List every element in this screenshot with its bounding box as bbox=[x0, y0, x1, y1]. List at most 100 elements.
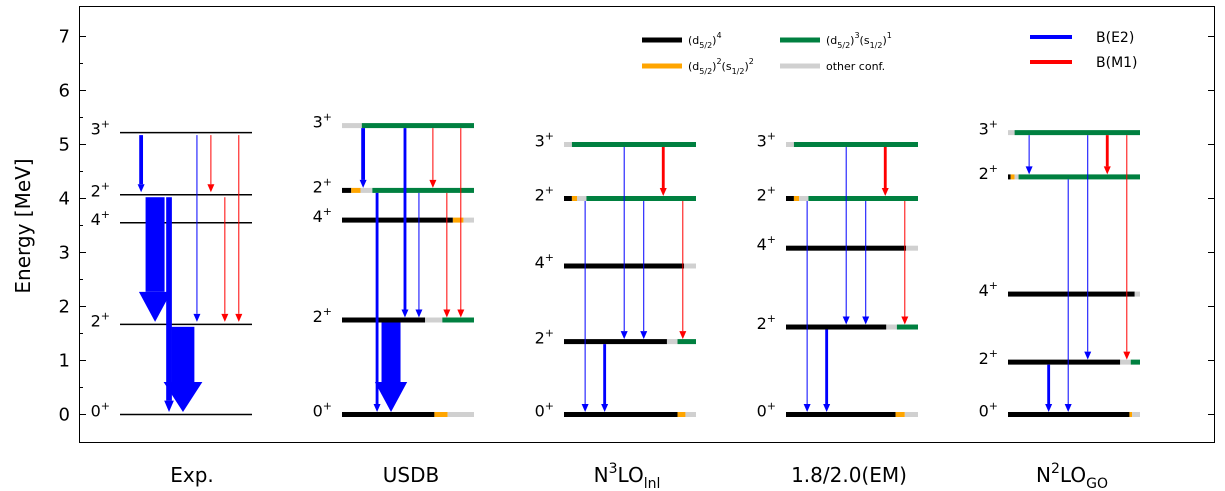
level-4: 4+ bbox=[979, 279, 1140, 300]
transition-E2-shaft bbox=[166, 197, 172, 401]
state-label: 0+ bbox=[313, 400, 332, 421]
level-segment-d2s2 bbox=[452, 217, 464, 223]
level-segment-d3s1 bbox=[896, 324, 918, 330]
level-segment-other bbox=[906, 245, 918, 251]
transition-E2-shaft bbox=[1067, 179, 1069, 404]
level-segment-d2s2 bbox=[1129, 412, 1133, 417]
level-segment-other bbox=[666, 339, 678, 345]
level-segment-d3s1 bbox=[793, 142, 918, 147]
legend-item-M1: B(M1) bbox=[1030, 55, 1138, 71]
level-3: 3+ bbox=[757, 130, 918, 151]
transition-E2-head bbox=[581, 404, 589, 412]
level-3: 3+ bbox=[313, 111, 474, 132]
legend-item-other: other conf. bbox=[780, 60, 885, 73]
level-segment-other bbox=[342, 123, 362, 129]
column-3: 0+ 2+ 4+ 2+ 3+ bbox=[757, 130, 918, 421]
column-label: N3LOlnl bbox=[594, 461, 661, 491]
level-2b: 2+ bbox=[757, 184, 918, 205]
transition-E2-head bbox=[823, 404, 831, 412]
level-segment-d4 bbox=[786, 412, 896, 417]
state-label: 4+ bbox=[91, 208, 110, 229]
transition-E2-shaft bbox=[361, 128, 366, 180]
level-2b: 2+ bbox=[979, 162, 1140, 183]
legend-swatch bbox=[780, 63, 820, 69]
level-segment-other bbox=[564, 142, 572, 147]
state-label: 3+ bbox=[757, 130, 776, 151]
transition-E2-head bbox=[359, 179, 367, 188]
transitions bbox=[581, 147, 687, 412]
level-2a: 2+ bbox=[979, 347, 1140, 368]
state-label: 2+ bbox=[91, 180, 110, 201]
level-segment-other bbox=[685, 412, 696, 417]
state-label: 0+ bbox=[91, 400, 110, 421]
state-label: 4+ bbox=[535, 251, 554, 272]
y-tick-label: 0 bbox=[59, 405, 70, 426]
level-4: 4+ bbox=[313, 205, 474, 226]
transition-M1-head bbox=[679, 331, 687, 340]
level-segment-d4 bbox=[786, 324, 887, 330]
level-segment-d3s1 bbox=[586, 196, 696, 201]
transition-E2-shaft bbox=[139, 135, 144, 185]
legend-swatch bbox=[1030, 60, 1072, 64]
transition-M1-shaft bbox=[432, 128, 434, 180]
transition-E2-head bbox=[401, 309, 409, 318]
transition-E2-shaft bbox=[865, 201, 867, 317]
level-segment-d4 bbox=[342, 412, 435, 417]
transition-M1-shaft bbox=[446, 192, 448, 310]
level-segment-d4 bbox=[342, 217, 453, 223]
transition-M1-head bbox=[457, 309, 465, 318]
transitions bbox=[803, 147, 909, 412]
transition-M1-shaft bbox=[904, 201, 906, 317]
state-label: 2+ bbox=[91, 309, 110, 330]
transition-E2-head bbox=[1084, 351, 1092, 360]
level-2a: 2+ bbox=[757, 312, 918, 333]
transition-M1-head bbox=[659, 188, 667, 196]
transition-E2-head bbox=[163, 382, 203, 412]
level-segment-other bbox=[684, 263, 696, 269]
column-label: Exp. bbox=[170, 463, 214, 487]
level-segment-d4 bbox=[1008, 412, 1130, 417]
y-tick-label: 2 bbox=[59, 297, 70, 318]
legend-label: B(M1) bbox=[1096, 55, 1138, 71]
transition-E2-head bbox=[1064, 404, 1072, 412]
transition-M1-head bbox=[881, 188, 889, 196]
legend-swatch bbox=[780, 37, 820, 43]
level-segment-other bbox=[360, 187, 373, 193]
transition-E2-shaft bbox=[1087, 135, 1089, 352]
level-segment-d2s2 bbox=[895, 412, 905, 417]
transition-E2-shaft bbox=[806, 201, 808, 404]
legend-label: (d5/2)2(s1/2)2 bbox=[688, 57, 754, 76]
transition-E2-head bbox=[1025, 166, 1033, 175]
y-axis: 0 1 2 3 4 5 6 7 bbox=[59, 27, 1215, 426]
y-tick-label: 5 bbox=[59, 135, 70, 156]
transition-M1-shaft bbox=[224, 197, 226, 314]
state-label: 2+ bbox=[979, 347, 998, 368]
state-label: 0+ bbox=[535, 400, 554, 421]
level-segment-d3s1 bbox=[1130, 359, 1140, 365]
transition-E2-shaft bbox=[381, 322, 401, 382]
level-segment-other bbox=[1014, 174, 1019, 180]
y-tick-label: 1 bbox=[59, 351, 70, 372]
level-0: 0+ bbox=[535, 400, 696, 421]
column-0: 0+ 2+ 4+ 2+ 3+ bbox=[91, 118, 252, 421]
plot-frame bbox=[79, 6, 1215, 443]
transition-E2-shaft bbox=[584, 201, 586, 404]
y-axis-label: Energy [MeV] bbox=[11, 158, 35, 293]
state-label: 2+ bbox=[757, 312, 776, 333]
transition-E2-head bbox=[601, 404, 609, 412]
level-segment-other bbox=[447, 412, 474, 417]
transition-M1-head bbox=[443, 309, 451, 318]
legend-item-d3s1: (d5/2)3(s1/2)1 bbox=[780, 31, 892, 50]
level-segment-d3s1 bbox=[677, 339, 696, 345]
transition-M1-shaft bbox=[238, 135, 240, 314]
transition-E2-head bbox=[620, 331, 628, 340]
plot-area: 0+ 2+ 4+ 2+ 3+ 0+ 2+ 4+ 2+ 3+ 0+ 2+ 4+ 2+ 3+ 0+ 2+ 4+ 2+ 3+… bbox=[91, 111, 1140, 421]
level-segment-d4 bbox=[1008, 291, 1135, 297]
level-segment-other bbox=[463, 217, 474, 223]
transition-M1-shaft bbox=[1126, 135, 1128, 352]
transition-M1-shaft bbox=[883, 147, 887, 188]
level-segment-d2s2 bbox=[677, 412, 686, 417]
transition-E2-head bbox=[137, 184, 145, 193]
transition-M1-head bbox=[1123, 351, 1131, 360]
